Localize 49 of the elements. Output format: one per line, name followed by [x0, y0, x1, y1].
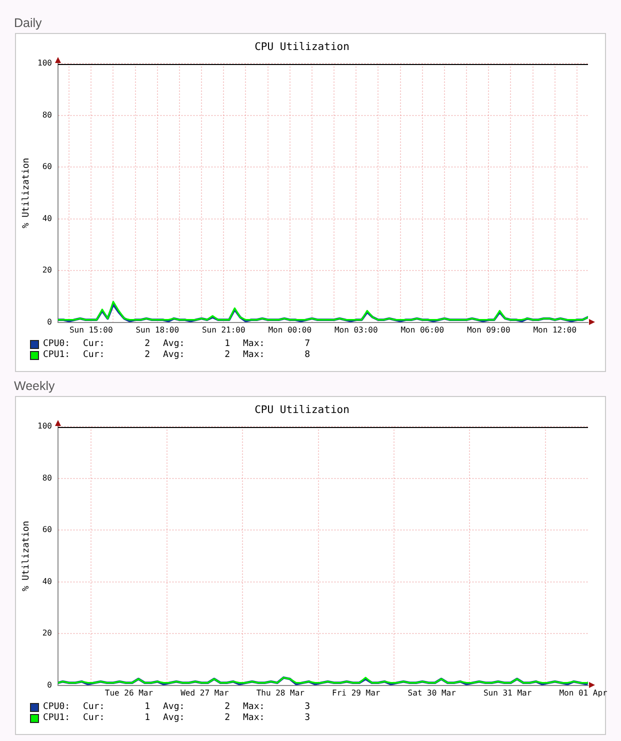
y-tick-label: 80 — [42, 110, 52, 120]
y-tick-label: 40 — [42, 576, 52, 586]
x-tick-label: Mon 03:00 — [334, 325, 378, 334]
x-tick-label: Sun 31 Mar — [483, 688, 532, 698]
text: Cur: 2 — [83, 339, 150, 349]
text: Max: 7 — [243, 339, 310, 349]
text: Cur: 1 — [83, 713, 150, 723]
chart-subtitle: Daily — [14, 15, 42, 32]
chart-subtitle: Weekly — [14, 378, 55, 395]
y-tick-label: 40 — [42, 214, 52, 223]
x-tick-label: Mon 00:00 — [268, 325, 312, 334]
text: Max: 3 — [243, 713, 310, 723]
x-tick-label: Thu 28 Mar — [256, 688, 305, 698]
y-tick-label: 80 — [42, 473, 52, 482]
x-tick-label: Mon 01 Apr — [559, 688, 608, 698]
text: Avg: 2 — [163, 350, 230, 360]
text: Cur: 1 — [83, 702, 150, 712]
text: Max: 3 — [243, 702, 310, 712]
x-tick-label: Sun 21:00 — [202, 325, 246, 334]
text: Max: 8 — [243, 350, 310, 360]
x-tick-label: Mon 06:00 — [400, 325, 444, 334]
text: Cur: 2 — [83, 350, 150, 360]
x-tick-label: Sun 18:00 — [136, 325, 180, 334]
y-tick-label: 20 — [42, 628, 52, 638]
y-tick-label: 100 — [38, 58, 52, 68]
x-tick-label: Sun 15:00 — [69, 325, 113, 334]
legend-label: CPU0: — [43, 702, 72, 713]
x-tick-label: Mon 12:00 — [533, 325, 577, 334]
legend-label: CPU1: — [43, 713, 72, 724]
y-tick-label: 0 — [47, 680, 52, 690]
chart-title: CPU Utilization — [254, 41, 350, 54]
x-tick-label: Fri 29 Mar — [332, 688, 380, 698]
legend-label: CPU1: — [43, 350, 72, 361]
legend-label: CPU0: — [43, 339, 72, 350]
x-tick-label: Wed 27 Mar — [180, 688, 229, 698]
text: Avg: 2 — [163, 702, 230, 712]
x-tick-label: Sat 30 Mar — [408, 688, 456, 698]
x-tick-label: Mon 09:00 — [466, 325, 510, 334]
x-tick-label: Tue 26 Mar — [104, 688, 154, 698]
y-tick-label: 100 — [38, 422, 52, 431]
text: Avg: 1 — [163, 339, 230, 349]
y-axis-title: % Utilization — [22, 520, 32, 592]
chart-title: CPU Utilization — [254, 404, 350, 416]
y-tick-label: 20 — [42, 266, 52, 275]
y-tick-label: 60 — [42, 525, 52, 534]
y-axis-title: % Utilization — [22, 158, 32, 228]
text: Avg: 2 — [163, 713, 230, 723]
y-tick-label: 60 — [42, 162, 52, 172]
y-tick-label: 0 — [47, 317, 52, 326]
